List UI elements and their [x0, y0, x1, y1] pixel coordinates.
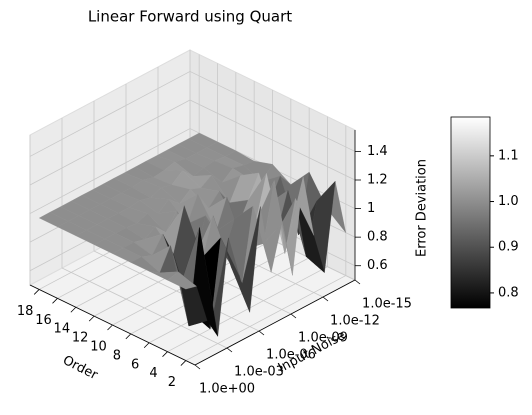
x-tick-label: 6	[131, 357, 139, 372]
x-tick-label: 8	[113, 348, 121, 363]
grid-line	[167, 266, 328, 353]
x-axis-label: Order	[60, 353, 100, 383]
z-tick-label: 0.6	[367, 258, 388, 273]
colorbar	[450, 116, 491, 309]
x-tick-label: 14	[54, 322, 71, 337]
tick-mark	[33, 289, 40, 295]
colorbar-tick-label: 1.1	[498, 148, 519, 163]
z-tick-label: 0.8	[367, 230, 388, 245]
y-tick-label: 1.0e-12	[330, 314, 380, 329]
tick-mark	[226, 347, 233, 353]
y-tick-label: 1.0e-15	[362, 297, 412, 312]
x-tick-label: 18	[17, 304, 34, 319]
surface-cell	[167, 271, 197, 290]
y-tick-label: 1.0e-09	[298, 331, 348, 346]
chart-title: Linear Forward using Quart	[88, 8, 292, 26]
grid-line	[29, 128, 191, 214]
tick-mark	[125, 333, 132, 340]
grid-line	[189, 99, 356, 181]
z-tick-label: 1	[367, 201, 375, 216]
x-axis-line	[29, 284, 196, 366]
y-tick-label: 1.0e-06	[266, 348, 316, 363]
x-tick-label: 4	[149, 366, 157, 381]
tick-mark	[290, 313, 297, 319]
grid-line	[29, 71, 191, 157]
grid-line	[148, 257, 310, 344]
z-tick-label: 1.4	[367, 144, 388, 159]
tick-mark	[322, 296, 329, 302]
x-tick-label: 10	[90, 340, 107, 355]
colorbar-tick-label: 1.0	[498, 194, 519, 209]
z-tick-label: 1.2	[367, 173, 388, 188]
x-tick-label: 12	[72, 331, 89, 346]
tick-mark	[88, 315, 95, 322]
tick-mark	[70, 306, 77, 313]
colorbar-tick-label: 0.8	[498, 285, 519, 300]
y-tick-label: 1.0e-03	[234, 365, 284, 380]
tick-mark	[258, 330, 265, 336]
x-tick-label: 2	[168, 375, 176, 390]
tick-mark	[162, 351, 168, 357]
tick-mark	[354, 279, 361, 285]
tick-mark	[107, 324, 113, 331]
y-tick-label: 1.0e+00	[199, 382, 255, 397]
y-axis-line	[194, 279, 356, 366]
colorbar-tick-label: 0.9	[498, 240, 519, 255]
tick-mark	[52, 298, 58, 304]
grid-line	[189, 71, 356, 152]
z-axis-label: Error Deviation	[415, 159, 430, 257]
tick-mark	[143, 342, 150, 349]
grid-line	[29, 99, 191, 186]
x-tick-label: 16	[35, 313, 52, 328]
tick-mark	[180, 360, 187, 366]
tick-mark	[194, 364, 201, 370]
grid-line	[185, 275, 347, 361]
grid-line	[93, 250, 260, 332]
surface	[38, 132, 346, 337]
grid-line	[61, 267, 228, 349]
